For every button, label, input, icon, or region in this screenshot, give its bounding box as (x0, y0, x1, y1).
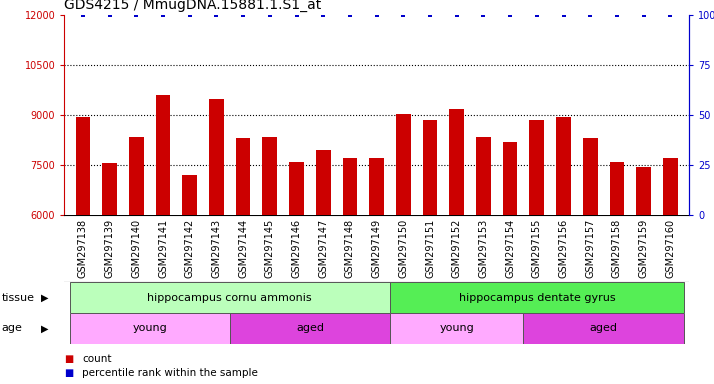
Bar (663, 159, 678, 215)
Text: young: young (132, 323, 167, 333)
Text: hippocampus dentate gyrus: hippocampus dentate gyrus (458, 293, 615, 303)
Text: GSM297156: GSM297156 (558, 218, 568, 278)
Text: GSM297154: GSM297154 (505, 218, 515, 278)
Bar (129, 137, 144, 215)
Bar (230, 313, 390, 344)
Text: GSM297139: GSM297139 (105, 218, 115, 278)
Text: GSM297152: GSM297152 (452, 218, 462, 278)
Bar (69, 282, 390, 313)
Text: GSM297149: GSM297149 (371, 218, 382, 278)
Text: GSM297153: GSM297153 (478, 218, 488, 278)
Text: GSM297155: GSM297155 (532, 218, 542, 278)
Bar (263, 137, 277, 215)
Text: GSM297146: GSM297146 (291, 218, 301, 278)
Bar (343, 159, 357, 215)
Text: GSM297150: GSM297150 (398, 218, 408, 278)
Text: GSM297159: GSM297159 (638, 218, 648, 278)
Bar (523, 313, 684, 344)
Text: GSM297148: GSM297148 (345, 218, 355, 278)
Bar (583, 139, 598, 215)
Text: GSM297142: GSM297142 (185, 218, 195, 278)
Bar (102, 164, 117, 215)
Text: aged: aged (296, 323, 324, 333)
Text: age: age (1, 323, 22, 333)
Text: percentile rank within the sample: percentile rank within the sample (82, 368, 258, 378)
Text: GSM297143: GSM297143 (211, 218, 221, 278)
Bar (556, 117, 571, 215)
Text: ■: ■ (64, 354, 74, 364)
Bar (369, 159, 384, 215)
Text: GDS4215 / MmugDNA.15881.1.S1_at: GDS4215 / MmugDNA.15881.1.S1_at (64, 0, 321, 12)
Bar (530, 120, 544, 215)
Text: GSM297140: GSM297140 (131, 218, 141, 278)
Text: GSM297158: GSM297158 (612, 218, 622, 278)
Bar (449, 109, 464, 215)
Bar (289, 162, 304, 215)
Bar (390, 313, 523, 344)
Bar (76, 117, 90, 215)
Bar (69, 313, 230, 344)
Text: GSM297138: GSM297138 (78, 218, 88, 278)
Text: young: young (439, 323, 474, 333)
Bar (236, 139, 251, 215)
Bar (423, 120, 438, 215)
Text: GSM297151: GSM297151 (425, 218, 435, 278)
Bar (503, 142, 518, 215)
Text: GSM297141: GSM297141 (158, 218, 168, 278)
Bar (396, 114, 411, 215)
Text: GSM297160: GSM297160 (665, 218, 675, 278)
Bar (316, 150, 331, 215)
Text: GSM297157: GSM297157 (585, 218, 595, 278)
Text: aged: aged (590, 323, 618, 333)
Bar (182, 175, 197, 215)
Text: GSM297145: GSM297145 (265, 218, 275, 278)
Text: GSM297144: GSM297144 (238, 218, 248, 278)
Text: hippocampus cornu ammonis: hippocampus cornu ammonis (148, 293, 312, 303)
Bar (209, 99, 223, 215)
Bar (610, 162, 624, 215)
Bar (156, 95, 171, 215)
Text: ▶: ▶ (41, 323, 48, 333)
Text: ▶: ▶ (41, 293, 48, 303)
Text: ■: ■ (64, 368, 74, 378)
Bar (636, 167, 651, 215)
Text: count: count (82, 354, 111, 364)
Bar (390, 282, 684, 313)
Text: tissue: tissue (1, 293, 34, 303)
Text: GSM297147: GSM297147 (318, 218, 328, 278)
Bar (476, 137, 491, 215)
